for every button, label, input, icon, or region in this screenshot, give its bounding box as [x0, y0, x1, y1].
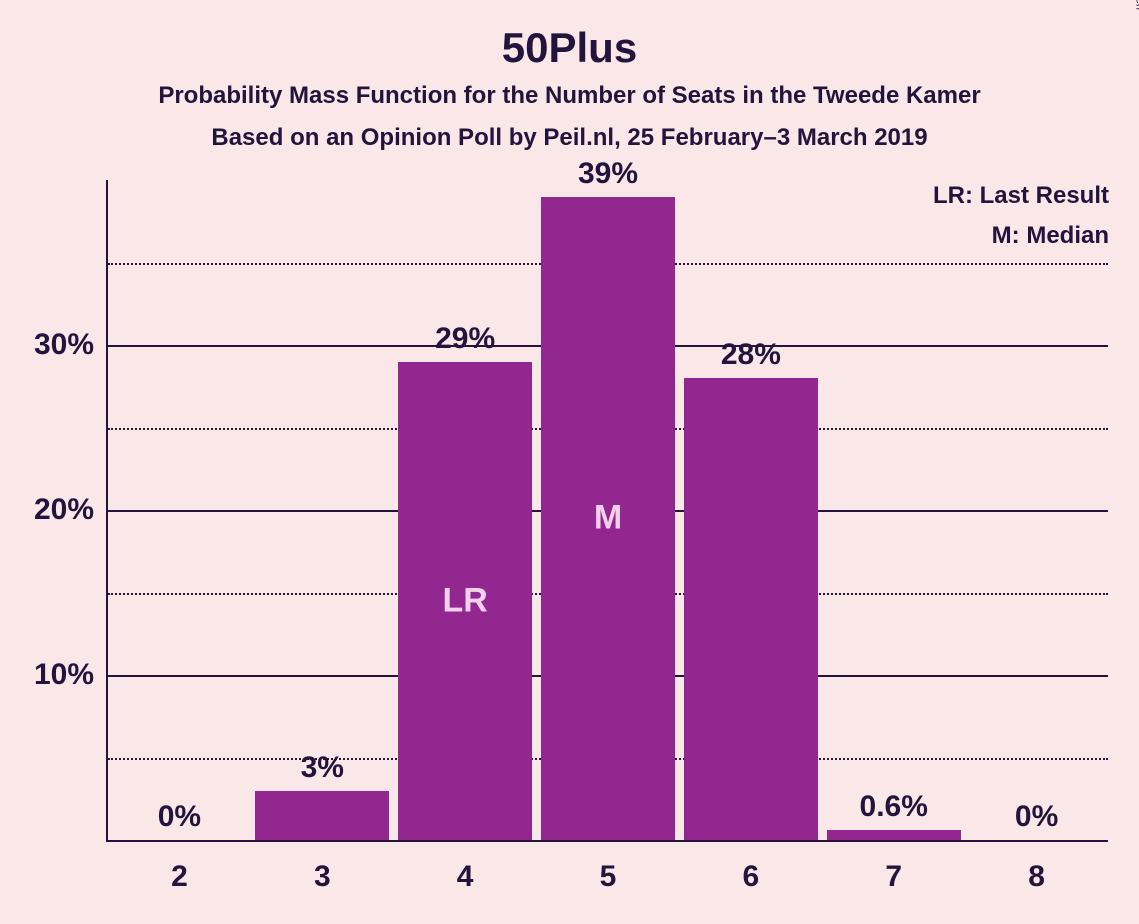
bar-value-label: 3% — [301, 751, 344, 791]
bar-annotation: M — [594, 499, 622, 538]
bar — [684, 378, 818, 840]
xtick-label: 6 — [743, 840, 760, 894]
legend-line-1: M: Median — [992, 222, 1109, 250]
copyright-label: © 2020 Filip van Laenen — [1133, 0, 1139, 10]
xtick-label: 4 — [457, 840, 474, 894]
ytick-label: 30% — [34, 328, 108, 362]
x-axis — [108, 840, 1108, 842]
y-axis — [106, 180, 108, 842]
bar-value-label: 0.6% — [860, 790, 928, 830]
xtick-label: 7 — [885, 840, 902, 894]
chart-title: 50Plus — [0, 24, 1139, 72]
plot-area: 10%20%30%0%23%329%439%528%60.6%70%8LRM — [108, 180, 1108, 840]
bar — [827, 830, 961, 840]
xtick-label: 3 — [314, 840, 331, 894]
bar — [255, 791, 389, 841]
xtick-label: 8 — [1028, 840, 1045, 894]
chart-subtitle-1: Probability Mass Function for the Number… — [0, 82, 1139, 110]
bar-value-label: 0% — [1015, 800, 1058, 840]
xtick-label: 2 — [171, 840, 188, 894]
legend-line-0: LR: Last Result — [933, 182, 1109, 210]
ytick-label: 10% — [34, 658, 108, 692]
bar-value-label: 29% — [435, 322, 495, 362]
chart-subtitle-2: Based on an Opinion Poll by Peil.nl, 25 … — [0, 124, 1139, 152]
xtick-label: 5 — [600, 840, 617, 894]
bar-value-label: 0% — [158, 800, 201, 840]
bar-value-label: 39% — [578, 157, 638, 197]
bar-value-label: 28% — [721, 338, 781, 378]
bar-annotation: LR — [442, 581, 487, 620]
ytick-label: 20% — [34, 493, 108, 527]
